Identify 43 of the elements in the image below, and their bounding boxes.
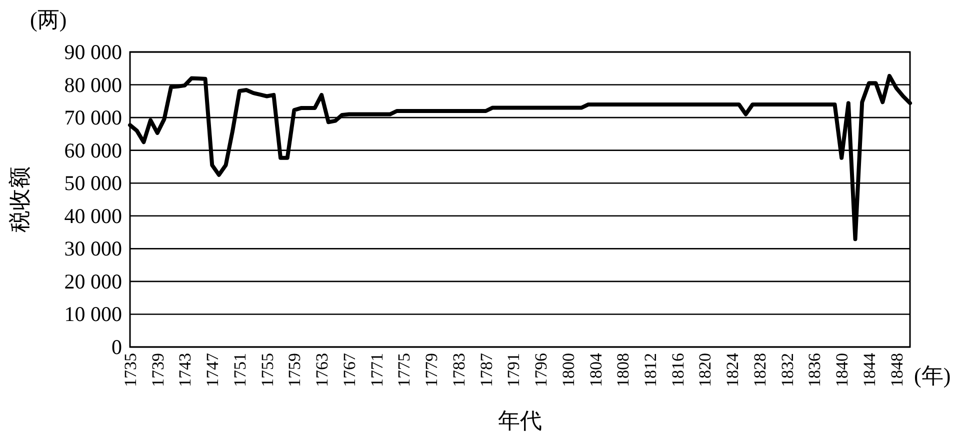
x-tick-label: 1747 (203, 352, 222, 387)
x-tick-label: 1743 (176, 353, 195, 387)
x-tick-label: 1779 (422, 353, 442, 387)
x-tick-label: 1775 (394, 353, 414, 387)
x-tick-label: 1812 (641, 353, 660, 387)
x-tick-label: 1783 (449, 353, 468, 387)
x-tick-label: 1767 (340, 352, 359, 387)
x-tick-label: 1840 (832, 353, 852, 387)
x-tick-label: 1800 (558, 353, 578, 387)
y-tick-label: 30 000 (64, 236, 122, 261)
x-tick-label: 1759 (285, 353, 304, 387)
y-tick-label: 50 000 (64, 171, 122, 196)
x-tick-label: 1771 (367, 353, 386, 387)
x-tick-label: 1791 (504, 353, 524, 387)
x-tick-label: 1735 (121, 353, 140, 387)
y-tick-label: 90 000 (64, 40, 122, 64)
x-tick-label: 1755 (258, 353, 277, 387)
x-tick-label: 1820 (696, 353, 715, 387)
x-tick-label: 1836 (805, 353, 824, 387)
x-tick-label: 1739 (148, 353, 168, 387)
x-tick-label: 1824 (723, 352, 742, 387)
x-tick-label: 1751 (230, 353, 250, 387)
x-tick-label: 1763 (312, 353, 332, 387)
x-tick-label: 1832 (778, 353, 797, 387)
x-tick-label: 1808 (614, 353, 633, 387)
y-tick-label: 0 (112, 335, 122, 359)
x-tick-label: 1796 (532, 353, 551, 387)
y-tick-label: 10 000 (64, 302, 122, 326)
y-tick-label: 40 000 (64, 204, 122, 228)
text: (年) (914, 363, 951, 388)
x-tick-label: 1828 (750, 353, 770, 387)
y-tick-label: 20 000 (64, 269, 122, 294)
y-axis-title: 税收额 (7, 166, 32, 232)
x-axis-title: 年代 (498, 408, 542, 433)
y-tick-label: 80 000 (64, 72, 122, 97)
x-tick-label: 1804 (586, 352, 606, 387)
x-tick-label: 1816 (668, 353, 688, 387)
x-tick-label: 1848 (887, 353, 906, 387)
x-tick-label: 1844 (860, 352, 879, 387)
y-tick-label: 70 000 (64, 106, 122, 130)
y-tick-label: 60 000 (64, 138, 122, 162)
text: (两) (30, 7, 67, 32)
x-tick-label: 1787 (476, 352, 496, 387)
